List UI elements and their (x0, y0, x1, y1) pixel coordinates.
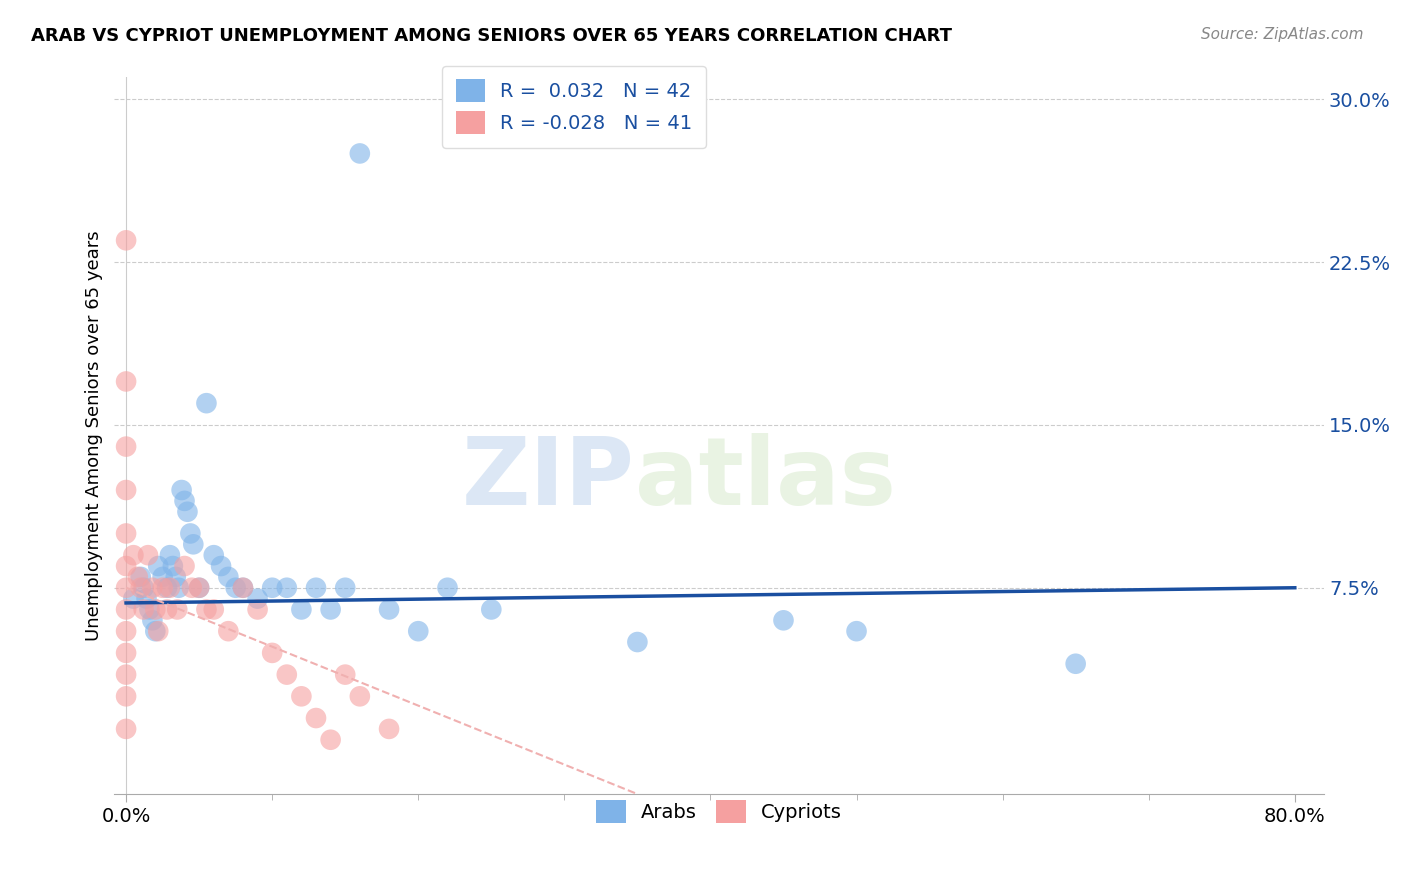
Point (115, 646, 138, 660)
Point (188, 581, 211, 595)
Point (115, 602, 138, 616)
Point (262, 646, 284, 660)
Point (173, 494, 195, 508)
Point (845, 624, 868, 639)
Point (305, 711, 328, 725)
Point (436, 581, 458, 595)
Text: Source: ZipAtlas.com: Source: ZipAtlas.com (1201, 27, 1364, 42)
Point (232, 581, 254, 595)
Point (132, 581, 155, 595)
Point (290, 602, 312, 616)
Point (209, 559, 232, 574)
Point (136, 548, 159, 562)
Legend: Arabs, Cypriots: Arabs, Cypriots (585, 789, 853, 835)
Point (138, 602, 160, 616)
Point (378, 602, 401, 616)
Point (349, 690, 371, 704)
Point (156, 602, 179, 616)
Point (162, 559, 184, 574)
Point (232, 581, 254, 595)
Point (290, 690, 312, 704)
Point (305, 581, 328, 595)
Point (115, 483, 138, 497)
Point (159, 548, 181, 562)
Point (276, 667, 298, 681)
Point (180, 581, 202, 595)
Point (188, 581, 211, 595)
Point (148, 559, 170, 574)
Point (115, 375, 138, 389)
Point (335, 667, 357, 681)
Y-axis label: Unemployment Among Seniors over 65 years: Unemployment Among Seniors over 65 years (86, 230, 103, 641)
Point (152, 570, 174, 584)
Point (179, 526, 201, 541)
Point (115, 526, 138, 541)
Point (129, 570, 152, 584)
Point (115, 667, 138, 681)
Point (195, 602, 218, 616)
Text: ARAB VS CYPRIOT UNEMPLOYMENT AMONG SENIORS OVER 65 YEARS CORRELATION CHART: ARAB VS CYPRIOT UNEMPLOYMENT AMONG SENIO… (31, 27, 952, 45)
Point (406, 624, 429, 639)
Point (1064, 657, 1087, 671)
Point (132, 602, 155, 616)
Text: atlas: atlas (634, 433, 896, 524)
Point (349, 146, 371, 161)
Point (152, 581, 174, 595)
Point (167, 581, 190, 595)
Point (217, 624, 239, 639)
Point (156, 581, 179, 595)
Point (173, 559, 195, 574)
Point (262, 581, 284, 595)
Point (170, 483, 193, 497)
Point (148, 624, 170, 639)
Point (143, 602, 166, 616)
Point (115, 624, 138, 639)
Point (202, 602, 225, 616)
Point (115, 690, 138, 704)
Text: ZIP: ZIP (461, 433, 634, 524)
Point (129, 581, 152, 595)
Point (127, 570, 149, 584)
Point (115, 581, 138, 595)
Point (246, 591, 269, 606)
Point (181, 537, 204, 551)
Point (319, 602, 342, 616)
Point (115, 233, 138, 247)
Point (166, 602, 188, 616)
Point (115, 440, 138, 454)
Point (159, 581, 181, 595)
Point (143, 624, 166, 639)
Point (626, 635, 648, 649)
Point (217, 570, 239, 584)
Point (122, 591, 145, 606)
Point (141, 613, 163, 627)
Point (319, 732, 342, 747)
Point (772, 613, 794, 627)
Point (195, 396, 218, 410)
Point (115, 722, 138, 736)
Point (202, 548, 225, 562)
Point (335, 581, 357, 595)
Point (135, 591, 157, 606)
Point (176, 505, 198, 519)
Point (246, 602, 269, 616)
Point (479, 602, 502, 616)
Point (141, 581, 163, 595)
Point (165, 570, 187, 584)
Point (115, 559, 138, 574)
Point (225, 581, 247, 595)
Point (276, 581, 298, 595)
Point (122, 548, 145, 562)
Point (378, 722, 401, 736)
